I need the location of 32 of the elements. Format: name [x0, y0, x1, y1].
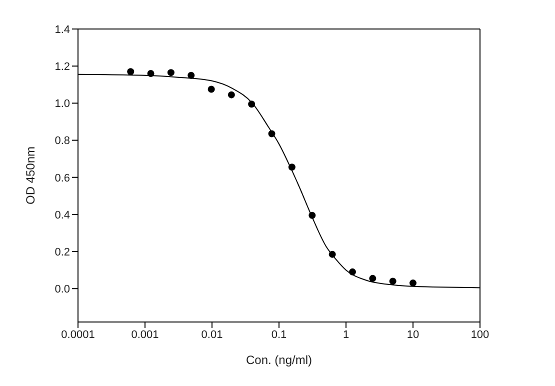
- point: [127, 68, 134, 76]
- y-tick-label: 0.8: [54, 135, 70, 148]
- point: [308, 212, 316, 219]
- point: [369, 274, 376, 282]
- x-tick-label: 0.01: [201, 328, 223, 341]
- y-tick-label: 0.2: [54, 246, 70, 258]
- point: [410, 280, 416, 287]
- y-tick-label: 0.4: [54, 209, 70, 222]
- x-tick-label: 0.1: [271, 328, 287, 341]
- point: [348, 268, 356, 276]
- x-axis-title: Con. (ng/ml): [246, 353, 312, 367]
- point: [288, 164, 296, 171]
- point: [167, 69, 174, 76]
- point: [147, 70, 154, 78]
- point: [228, 91, 235, 98]
- point: [389, 278, 396, 285]
- y-tick-label: 1.4: [54, 24, 70, 36]
- point: [188, 72, 195, 79]
- y-axis-title: OD 450nm: [23, 146, 38, 205]
- point: [328, 250, 336, 258]
- point: [268, 130, 276, 138]
- y-tick-label: 1.0: [54, 98, 70, 110]
- y-tick-label: 1.2: [54, 60, 70, 73]
- point: [208, 86, 215, 93]
- point: [248, 100, 256, 108]
- y-tick-label: 0.6: [54, 172, 70, 184]
- x-tick-label: 0.0001: [61, 328, 95, 341]
- y-tick-label: 0.0: [54, 284, 70, 296]
- x-tick-label: 100: [470, 328, 490, 341]
- x-tick-label: 0.001: [131, 328, 159, 341]
- x-tick-label: 1: [342, 328, 350, 341]
- x-tick-label: 10: [406, 328, 420, 341]
